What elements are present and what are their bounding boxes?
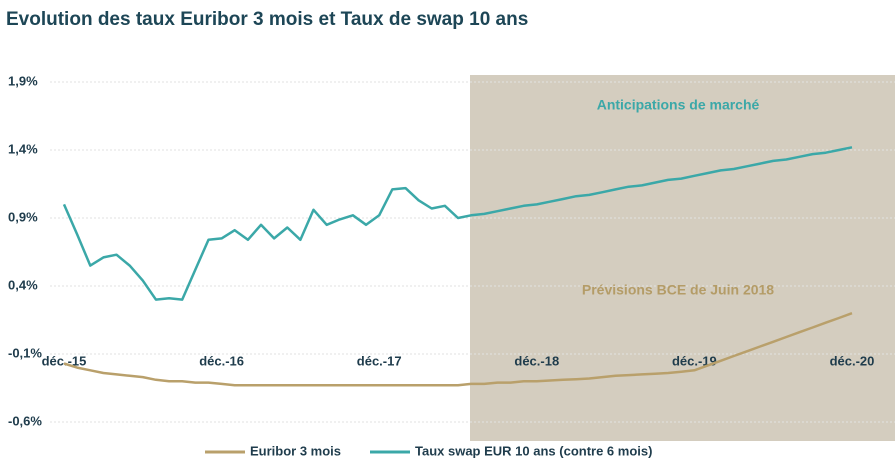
y-tick-label: 0,4%	[8, 277, 38, 292]
forecast-area	[470, 75, 895, 441]
y-tick-label: 1,9%	[8, 73, 38, 88]
legend-label: Euribor 3 mois	[250, 443, 341, 458]
y-tick-label: -0,6%	[8, 413, 42, 428]
y-tick-label: -0,1%	[8, 345, 42, 360]
x-tick-label: déc.-15	[42, 353, 87, 368]
annotation: Anticipations de marché	[597, 97, 760, 113]
x-tick-label: déc.-20	[830, 353, 875, 368]
x-tick-label: déc.-16	[199, 353, 244, 368]
x-tick-label: déc.-17	[357, 353, 402, 368]
x-tick-label: déc.-18	[514, 353, 559, 368]
x-tick-label: déc.-19	[672, 353, 717, 368]
chart-title: Evolution des taux Euribor 3 mois et Tau…	[6, 9, 528, 30]
legend-label: Taux swap EUR 10 ans (contre 6 mois)	[415, 443, 652, 458]
y-tick-label: 1,4%	[8, 141, 38, 156]
y-tick-label: 0,9%	[8, 209, 38, 224]
annotation: Prévisions BCE de Juin 2018	[582, 282, 774, 298]
series-line	[63, 312, 853, 387]
grid	[50, 81, 895, 423]
series-line	[62, 146, 853, 301]
